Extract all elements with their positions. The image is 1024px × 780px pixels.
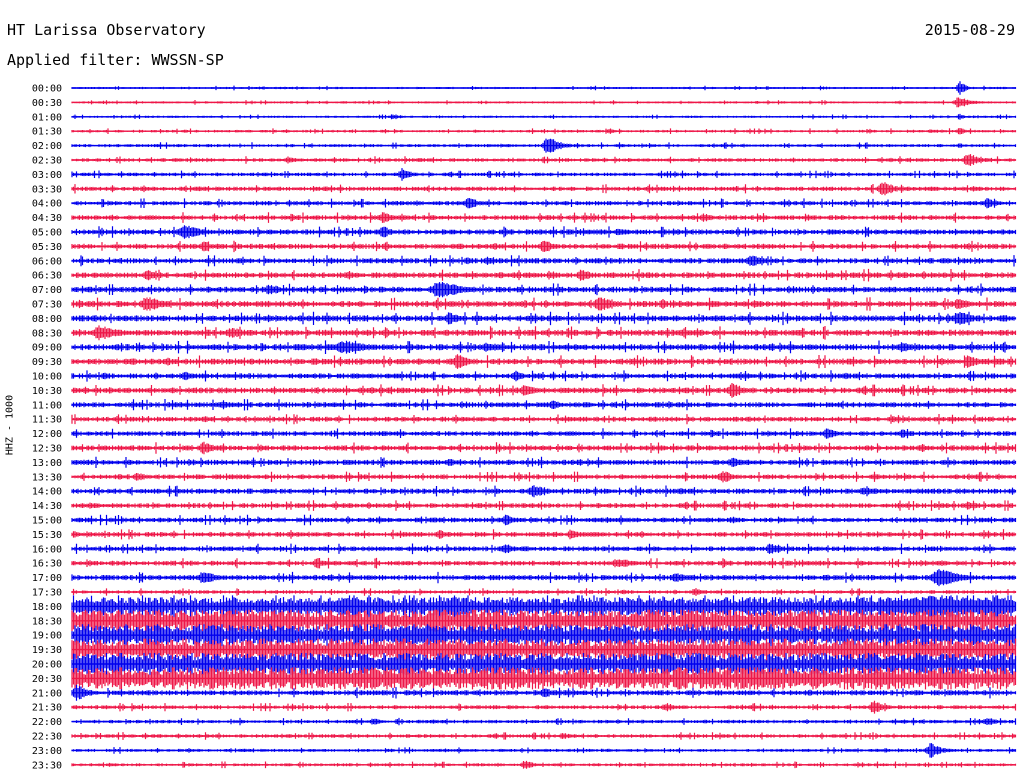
row-time-label: 10:00 (32, 372, 62, 383)
row-time-label: 20:30 (32, 674, 62, 685)
row-time-label: 01:30 (32, 127, 62, 138)
row-time-label: 02:30 (32, 156, 62, 167)
row-time-label: 03:00 (32, 170, 62, 181)
row-time-label: 21:30 (32, 703, 62, 714)
observatory-title: HT Larissa Observatory (7, 21, 206, 39)
row-time-label: 17:30 (32, 588, 62, 599)
row-time-label: 13:00 (32, 458, 62, 469)
filter-label: Applied filter: WWSSN-SP (7, 51, 224, 69)
row-time-label: 10:30 (32, 386, 62, 397)
row-time-label: 23:00 (32, 746, 62, 757)
row-time-label: 07:30 (32, 300, 62, 311)
row-time-label: 05:30 (32, 242, 62, 253)
row-time-label: 20:00 (32, 660, 62, 671)
row-time-label: 04:30 (32, 213, 62, 224)
row-time-label: 01:00 (32, 112, 62, 123)
row-time-label: 08:30 (32, 328, 62, 339)
row-time-label: 21:00 (32, 688, 62, 699)
row-time-label: 23:30 (32, 760, 62, 771)
record-date: 2015-08-29 (924, 21, 1015, 39)
row-time-label: 00:30 (32, 98, 62, 109)
row-time-label: 00:00 (32, 84, 62, 95)
row-time-label: 07:00 (32, 285, 62, 296)
row-time-label: 04:00 (32, 199, 62, 210)
row-time-label: 09:30 (32, 357, 62, 368)
row-time-label: 02:00 (32, 141, 62, 152)
row-time-label: 11:00 (32, 400, 62, 411)
row-time-label: 12:00 (32, 429, 62, 440)
row-time-label: 11:30 (32, 415, 62, 426)
row-time-label: 13:30 (32, 472, 62, 483)
row-time-label: 15:30 (32, 530, 62, 541)
row-time-label: 12:30 (32, 444, 62, 455)
row-time-label: 19:30 (32, 645, 62, 656)
row-time-label: 22:00 (32, 717, 62, 728)
row-time-label: 09:00 (32, 343, 62, 354)
row-time-label: 15:00 (32, 516, 62, 527)
row-time-label: 03:30 (32, 184, 62, 195)
row-time-label: 16:30 (32, 559, 62, 570)
row-time-label: 17:00 (32, 573, 62, 584)
row-time-label: 06:00 (32, 256, 62, 267)
row-time-label: 19:00 (32, 631, 62, 642)
row-time-label: 16:00 (32, 544, 62, 555)
row-time-label: 08:00 (32, 314, 62, 325)
row-time-label: 05:00 (32, 228, 62, 239)
row-time-label: 18:30 (32, 616, 62, 627)
row-time-label: 14:00 (32, 487, 62, 498)
row-time-label: 22:30 (32, 732, 62, 743)
row-time-label: 06:30 (32, 271, 62, 282)
row-time-label: 14:30 (32, 501, 62, 512)
row-time-label: 18:00 (32, 602, 62, 613)
